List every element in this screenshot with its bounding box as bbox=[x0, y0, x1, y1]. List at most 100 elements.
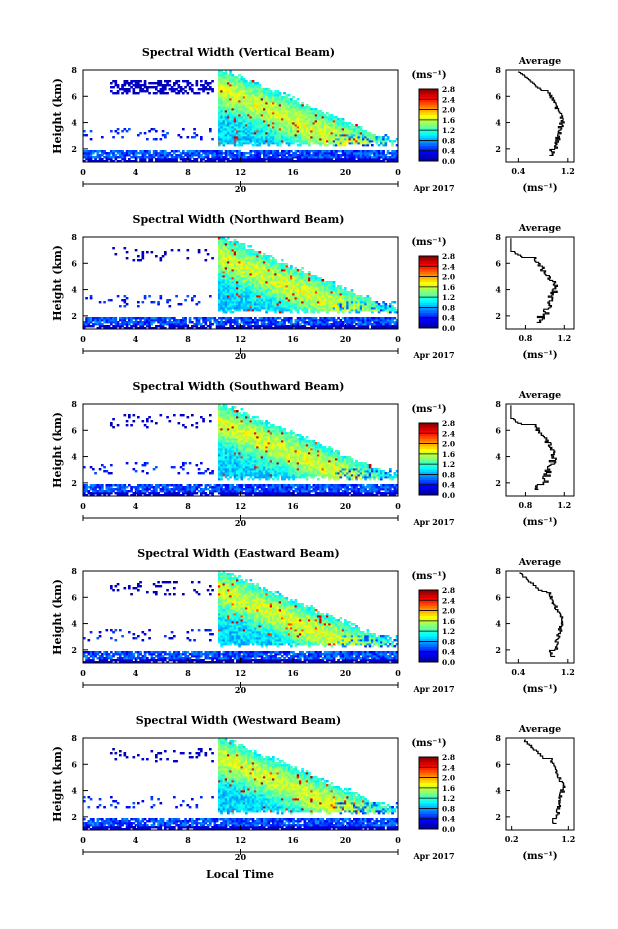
heatmap-cell bbox=[218, 237, 221, 240]
heatmap-cell bbox=[220, 277, 223, 280]
heatmap-cell bbox=[222, 80, 226, 83]
heatmap-cell bbox=[265, 287, 268, 290]
heatmap-cell bbox=[326, 301, 329, 304]
heatmap-cell bbox=[274, 150, 277, 153]
heatmap-cell bbox=[373, 134, 376, 137]
heatmap-cell bbox=[384, 317, 388, 320]
heatmap-cell bbox=[335, 287, 338, 290]
heatmap-cell bbox=[290, 102, 293, 105]
heatmap-cell bbox=[341, 130, 345, 133]
heatmap-cell bbox=[256, 259, 259, 262]
heatmap-cell bbox=[269, 289, 273, 292]
heatmap-cell bbox=[283, 275, 286, 278]
heatmap-cell bbox=[355, 301, 358, 304]
heatmap-cell bbox=[281, 100, 284, 103]
heatmap-cell bbox=[222, 255, 226, 258]
heatmap-cell bbox=[236, 102, 239, 105]
heatmap-cell bbox=[157, 84, 160, 87]
heatmap-cell bbox=[314, 152, 318, 155]
heatmap-cell bbox=[344, 299, 347, 302]
heatmap-cell bbox=[296, 295, 300, 298]
heatmap-cell bbox=[269, 112, 273, 115]
heatmap-cell bbox=[148, 160, 151, 163]
heatmap-cell bbox=[294, 281, 298, 284]
heatmap-cell bbox=[231, 289, 235, 292]
heatmap-cell bbox=[137, 80, 140, 83]
heatmap-cell bbox=[299, 325, 302, 328]
heatmap-cell bbox=[182, 160, 185, 163]
heatmap-cell bbox=[283, 92, 286, 95]
heatmap-cell bbox=[362, 150, 365, 153]
heatmap-cell bbox=[193, 325, 196, 328]
heatmap-cell bbox=[130, 82, 133, 85]
heatmap-cell bbox=[222, 287, 226, 290]
heatmap-cell bbox=[278, 114, 282, 117]
heatmap-cell bbox=[247, 134, 250, 137]
heatmap-cell bbox=[220, 251, 223, 254]
heatmap-cell bbox=[344, 130, 347, 133]
colorbar-segment bbox=[419, 148, 438, 152]
heatmap-cell bbox=[312, 112, 316, 115]
heatmap-cell bbox=[258, 317, 262, 320]
heatmap-cell bbox=[364, 321, 367, 324]
heatmap-cell bbox=[337, 309, 340, 312]
heatmap-cell bbox=[123, 152, 127, 155]
heatmap-cell bbox=[168, 80, 172, 83]
colorbar-tick-label: 0.0 bbox=[442, 157, 455, 166]
heatmap-cell bbox=[382, 305, 385, 308]
heatmap-cell bbox=[395, 321, 399, 324]
heatmap-cell bbox=[258, 94, 262, 97]
heatmap-cell bbox=[258, 263, 262, 266]
heatmap-cell bbox=[335, 307, 338, 310]
heatmap-cell bbox=[305, 138, 309, 141]
heatmap-cell bbox=[332, 118, 336, 121]
heatmap-cell bbox=[114, 327, 118, 330]
heatmap-cell bbox=[159, 259, 163, 262]
heatmap-cell bbox=[314, 160, 318, 163]
heatmap-cell bbox=[323, 295, 327, 298]
heatmap-cell bbox=[114, 150, 118, 153]
heatmap-cell bbox=[107, 317, 111, 320]
heatmap-cell bbox=[337, 295, 340, 298]
heatmap-cell bbox=[116, 128, 120, 131]
heatmap-cell bbox=[330, 138, 334, 141]
heatmap-cell bbox=[326, 281, 329, 284]
heatmap-cell bbox=[326, 299, 329, 302]
heatmap-cell bbox=[211, 150, 214, 153]
heatmap-cell bbox=[229, 118, 232, 121]
heatmap-cell bbox=[166, 154, 169, 157]
heatmap-cell bbox=[227, 126, 230, 129]
heatmap-cell bbox=[326, 112, 329, 115]
heatmap-cell bbox=[242, 323, 246, 326]
heatmap-cell bbox=[254, 152, 257, 155]
heatmap-cell bbox=[371, 136, 374, 139]
heatmap-cell bbox=[254, 158, 257, 161]
heatmap-cell bbox=[305, 132, 309, 135]
heatmap-cell bbox=[393, 307, 397, 310]
heatmap-cell bbox=[285, 158, 289, 161]
heatmap-cell bbox=[265, 311, 268, 314]
heatmap-cell bbox=[267, 120, 271, 123]
heatmap-cell bbox=[350, 158, 354, 161]
heatmap-cell bbox=[227, 317, 230, 320]
heatmap-cell bbox=[301, 285, 304, 288]
heatmap-cell bbox=[290, 122, 293, 125]
heatmap-cell bbox=[222, 160, 226, 163]
heatmap-cell bbox=[366, 305, 370, 308]
heatmap-cell bbox=[312, 301, 316, 304]
heatmap-cell bbox=[285, 134, 289, 137]
heatmap-cell bbox=[389, 152, 392, 155]
heatmap-cell bbox=[393, 325, 397, 328]
heatmap-cell bbox=[161, 160, 165, 163]
heatmap-cell bbox=[231, 307, 235, 310]
heatmap-cell bbox=[220, 130, 223, 133]
heatmap-cell bbox=[292, 283, 295, 286]
heatmap-cell bbox=[337, 327, 340, 330]
heatmap-cell bbox=[256, 261, 259, 264]
heatmap-cell bbox=[85, 154, 88, 157]
heatmap-cell bbox=[368, 305, 372, 308]
heatmap-cell bbox=[348, 126, 352, 129]
heatmap-cell bbox=[301, 132, 304, 135]
heatmap-cell bbox=[310, 160, 313, 163]
heatmap-cell bbox=[355, 142, 358, 145]
